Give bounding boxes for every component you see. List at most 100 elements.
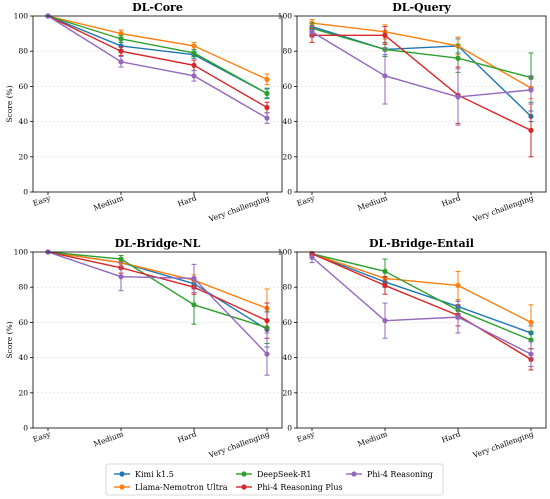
- chart-panels: DL-Core 0 20 40 60 80 100 Score (%) Easy Medium Ha…: [5, 1, 547, 460]
- panel-dl-core: DL-Core 0 20 40 60 80 100 Score (%) Easy Medium Ha…: [5, 1, 283, 224]
- panel-title: DL-Query: [392, 1, 451, 14]
- series-line: [47, 15, 268, 119]
- series-phi-4-reasoning-plus: [45, 13, 270, 114]
- series-line: [311, 253, 532, 341]
- y-tick-label: 60: [18, 318, 28, 327]
- legend-label: DeepSeek-R1: [257, 470, 311, 479]
- x-tick-label: Hard: [440, 429, 461, 444]
- panel-dl-bridge-entail: DL-Bridge-Entail 0 20 40 60 80 100 Easy Medium Ha…: [278, 237, 547, 460]
- series-phi-4-reasoning: [45, 249, 270, 376]
- data-point: [118, 274, 124, 280]
- series-line: [311, 31, 532, 98]
- legend-label: Kimi k1.5: [135, 470, 174, 479]
- panel-dl-query: DL-Query 0 20 40 60 80 100 Easy Medium Hard Very c…: [278, 1, 547, 224]
- x-tick-label: Hard: [176, 193, 197, 208]
- data-point: [264, 115, 270, 121]
- y-tick-label: 60: [282, 318, 292, 327]
- y-tick-label: 20: [282, 388, 292, 397]
- x-tick-label: Easy: [32, 429, 53, 444]
- series-line: [47, 251, 268, 355]
- data-point: [191, 302, 197, 308]
- legend-swatch-marker: [119, 484, 125, 490]
- series-line: [47, 15, 268, 109]
- data-point: [264, 351, 270, 357]
- legend-item-llama-nemotron-ultra: Llama-Nemotron Ultra: [114, 483, 228, 492]
- y-tick-label: 100: [14, 248, 29, 257]
- data-point: [382, 32, 388, 38]
- series-line: [311, 256, 532, 355]
- series-line: [311, 25, 532, 117]
- x-tick-label: Medium: [92, 429, 124, 448]
- x-tick-label: Very challenging: [207, 429, 271, 460]
- x-tick-label: Medium: [356, 429, 388, 448]
- x-tick-label: Medium: [92, 193, 124, 212]
- y-tick-label: 40: [282, 117, 292, 126]
- y-tick-label: 80: [282, 283, 292, 292]
- x-tick-label: Easy: [296, 429, 317, 444]
- series-phi-4-reasoning-plus: [309, 251, 534, 371]
- data-point: [264, 318, 270, 324]
- y-tick-label: 0: [287, 424, 292, 433]
- series-llama-nemotron-ultra: [45, 249, 270, 329]
- x-tick-label: Hard: [440, 193, 461, 208]
- data-point: [264, 76, 270, 82]
- x-tick-label: Easy: [32, 193, 53, 208]
- panel-title: DL-Bridge-Entail: [369, 237, 474, 250]
- y-tick-label: 40: [18, 117, 28, 126]
- x-tick-label: Very challenging: [207, 193, 271, 224]
- data-point: [528, 87, 534, 93]
- data-point: [309, 254, 315, 260]
- data-point: [191, 73, 197, 79]
- data-point: [118, 256, 124, 262]
- data-point: [118, 48, 124, 54]
- data-point: [191, 50, 197, 56]
- data-point: [528, 319, 534, 325]
- x-tick-label: Very challenging: [471, 429, 535, 460]
- plot-frame: [32, 15, 283, 193]
- series-phi-4-reasoning-plus: [309, 26, 534, 158]
- x-tick-label: Hard: [176, 429, 197, 444]
- data-point: [455, 314, 461, 320]
- y-tick-label: 20: [282, 152, 292, 161]
- y-tick-label: 40: [18, 353, 28, 362]
- series-line: [47, 251, 268, 309]
- legend-item-phi-4-reasoning: Phi-4 Reasoning: [346, 470, 433, 479]
- series-llama-nemotron-ultra: [45, 13, 270, 86]
- y-tick-label: 100: [14, 12, 29, 21]
- series-line: [311, 253, 532, 334]
- legend-swatch-marker: [241, 471, 247, 477]
- series-line: [311, 27, 532, 79]
- series-line: [311, 22, 532, 89]
- series-line: [311, 253, 532, 360]
- series-deepseek-r1: [45, 13, 270, 100]
- legend-label: Phi-4 Reasoning Plus: [257, 483, 343, 492]
- data-point: [455, 282, 461, 289]
- data-point: [382, 318, 388, 324]
- y-tick-label: 80: [18, 47, 28, 56]
- panel-dl-bridge-nl: DL-Bridge-NL 0 20 40 60 80 100 Score (%) Easy Med…: [5, 237, 283, 460]
- y-tick-label: 80: [282, 47, 292, 56]
- legend-label: Phi-4 Reasoning: [367, 470, 433, 479]
- x-tick-label: Medium: [356, 193, 388, 212]
- legend-swatch-marker: [351, 471, 357, 477]
- data-point: [382, 73, 388, 79]
- y-tick-label: 40: [282, 353, 292, 362]
- y-tick-label: 100: [278, 248, 293, 257]
- y-tick-label: 100: [278, 12, 293, 21]
- data-point: [118, 36, 124, 42]
- y-tick-label: 80: [18, 283, 28, 292]
- data-point: [191, 43, 197, 49]
- plot-frame: [296, 251, 547, 429]
- series-kimi-k1-5: [45, 249, 270, 348]
- data-point: [455, 94, 461, 100]
- data-point: [191, 275, 197, 281]
- data-point: [528, 127, 534, 133]
- plot-frame: [32, 251, 283, 429]
- series-phi-4-reasoning: [309, 26, 534, 126]
- data-point: [191, 62, 197, 68]
- y-tick-label: 60: [282, 82, 292, 91]
- y-axis-label: Score (%): [5, 321, 14, 358]
- legend-item-kimi-k1-5: Kimi k1.5: [114, 470, 174, 479]
- data-point: [264, 104, 270, 111]
